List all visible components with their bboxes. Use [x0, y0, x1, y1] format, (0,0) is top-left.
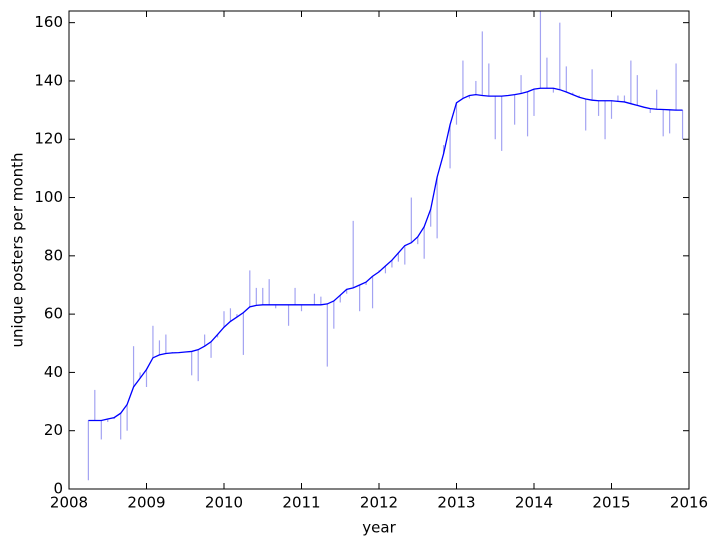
plot-frame — [68, 10, 690, 490]
x-tick-label: 2011 — [282, 494, 320, 512]
y-tick-label: 40 — [44, 363, 63, 381]
y-tick-label: 120 — [34, 130, 63, 148]
x-tick-label: 2008 — [50, 494, 88, 512]
smoothed-line — [88, 87, 683, 422]
plot-area — [87, 11, 684, 481]
x-tick-label: 2010 — [205, 494, 243, 512]
y-tick-label: 60 — [44, 305, 63, 323]
y-tick-label: 0 — [53, 480, 63, 498]
x-tick-label: 2014 — [515, 494, 553, 512]
y-axis-label: unique posters per month — [9, 153, 27, 348]
y-tick-label: 140 — [34, 71, 63, 89]
x-axis-label: year — [362, 519, 396, 537]
y-tick-label: 20 — [44, 421, 63, 439]
x-tick-label: 2012 — [360, 494, 398, 512]
y-tick-label: 100 — [34, 188, 63, 206]
x-tick-label: 2016 — [670, 494, 708, 512]
x-tick-label: 2013 — [437, 494, 475, 512]
y-tick-label: 80 — [44, 246, 63, 264]
x-tick-label: 2015 — [592, 494, 630, 512]
y-tick-label: 160 — [34, 13, 63, 31]
x-tick-label: 2009 — [127, 494, 165, 512]
